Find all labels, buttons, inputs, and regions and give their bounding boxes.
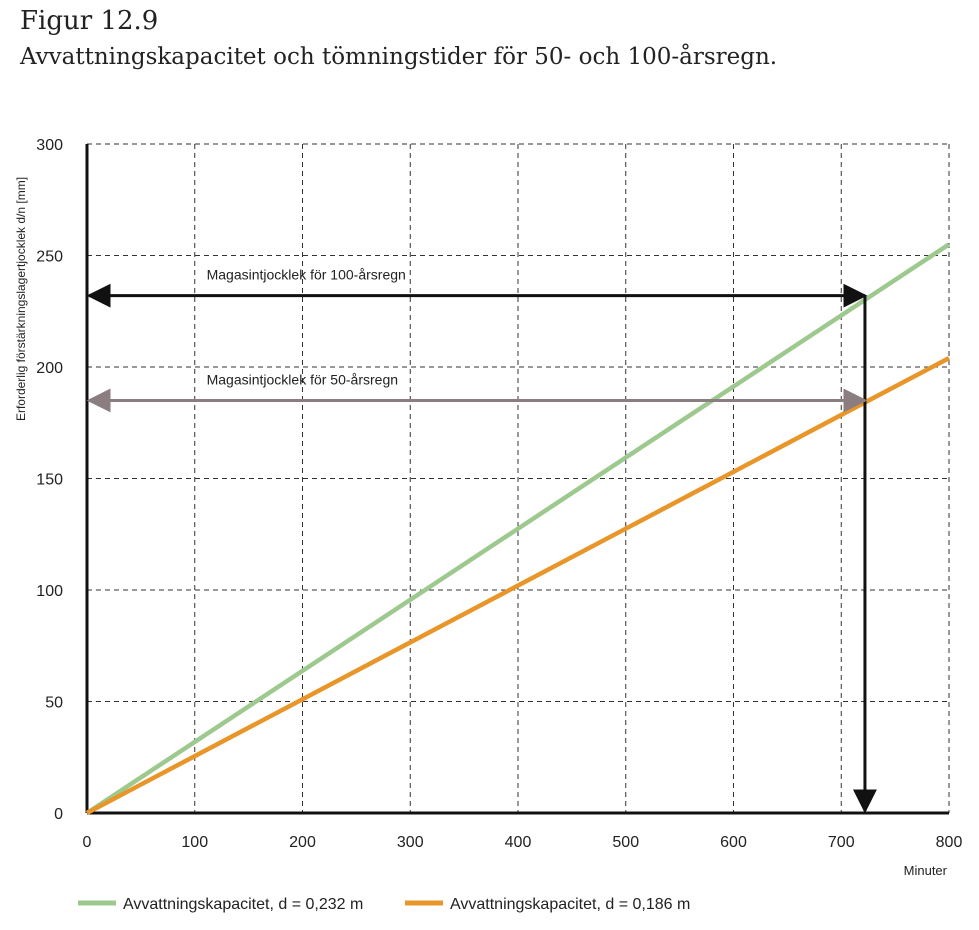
x-tick-label: 400 (505, 834, 532, 851)
axes (85, 144, 949, 815)
y-tick-label: 50 (45, 695, 63, 712)
x-tick-label: 800 (936, 834, 963, 851)
figure-title: Avvattningskapacitet och tömningstider f… (20, 44, 778, 70)
x-axis-label: Minuter (904, 863, 948, 878)
series-lines (85, 242, 951, 815)
x-tick-label: 200 (289, 834, 316, 851)
x-tick-label: 100 (181, 834, 208, 851)
x-tick-label: 500 (612, 834, 639, 851)
grid-lines (87, 143, 950, 813)
y-tick-label: 250 (36, 249, 63, 266)
tick-labels: 0 100 200 300 400 500 600 700 800 0 50 100 150 200 250… (36, 137, 962, 851)
annotation-label: Magasintjocklek för 50-årsregn (207, 371, 398, 387)
legend-label: Avvattningskapacitet, d = 0,186 m (450, 896, 690, 913)
y-axis-label: Erforderlig förstärkningslagertjocklek d… (14, 177, 28, 421)
figure-label: Figur 12.9 (20, 6, 159, 36)
y-tick-label: 100 (36, 583, 63, 600)
x-tick-label: 600 (720, 834, 747, 851)
annotation-label: Magasintjocklek för 100-årsregn (207, 267, 406, 283)
y-tick-label: 150 (36, 472, 63, 489)
x-tick-label: 300 (397, 834, 424, 851)
y-tick-label: 200 (36, 360, 63, 377)
series-line (85, 242, 951, 815)
legend: Avvattningskapacitet, d = 0,232 m Avvattn… (78, 896, 690, 913)
y-tick-label: 300 (36, 137, 63, 154)
annotations: Magasintjocklek för 100-årsregn Magasintj… (86, 267, 877, 814)
legend-label: Avvattningskapacitet, d = 0,232 m (123, 896, 363, 913)
x-tick-label: 0 (83, 834, 92, 851)
x-tick-label: 700 (828, 834, 855, 851)
series-line (85, 356, 951, 815)
y-tick-label: 0 (54, 806, 63, 823)
